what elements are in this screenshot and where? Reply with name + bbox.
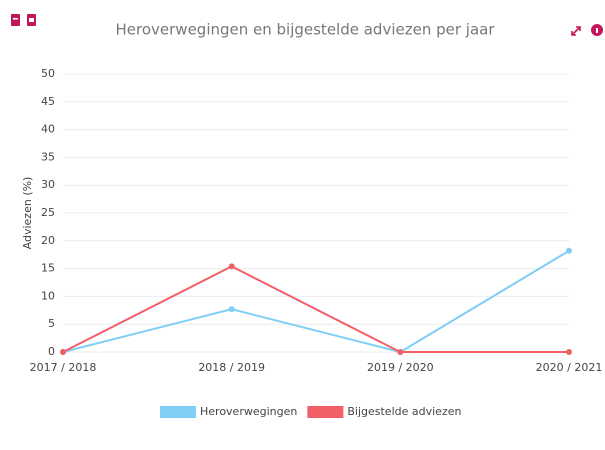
x-tick-label: 2020 / 2021 <box>536 361 603 374</box>
legend-swatch <box>160 406 196 418</box>
expand-icon[interactable] <box>571 26 581 36</box>
x-tick-label: 2018 / 2019 <box>198 361 265 374</box>
legend-swatch <box>307 406 344 418</box>
data-point <box>397 349 404 355</box>
icon-detail <box>29 18 34 22</box>
export-icon[interactable] <box>11 14 20 26</box>
data-point <box>60 349 66 355</box>
y-tick-label: 5 <box>48 317 55 330</box>
expand-arrow[interactable] <box>571 26 581 36</box>
data-point <box>566 349 572 355</box>
y-tick-label: 35 <box>41 150 55 163</box>
y-tick-label: 50 <box>41 67 55 80</box>
legend-label: Heroverwegingen <box>200 405 297 418</box>
icon-detail <box>596 28 598 33</box>
data-point <box>228 306 235 313</box>
y-axis-title: Adviezen (%) <box>21 177 34 250</box>
export-icons[interactable] <box>11 14 36 26</box>
y-tick-label: 40 <box>41 123 55 136</box>
legend-label: Bijgestelde adviezen <box>347 405 461 418</box>
y-tick-label: 45 <box>41 95 55 108</box>
data-point <box>228 263 235 270</box>
data-point <box>566 247 572 254</box>
x-tick-label: 2019 / 2020 <box>367 361 434 374</box>
y-tick-label: 25 <box>41 206 55 219</box>
y-tick-label: 0 <box>48 345 55 358</box>
chart-title: Heroverwegingen en bijgestelde adviezen … <box>116 21 496 39</box>
icon-detail <box>13 18 18 20</box>
y-tick-label: 10 <box>41 289 55 302</box>
series-line <box>62 265 569 353</box>
y-tick-label: 20 <box>41 234 55 247</box>
y-tick-label: 30 <box>41 178 55 191</box>
series-line <box>62 249 570 354</box>
y-tick-label: 15 <box>41 262 55 275</box>
x-tick-label: 2017 / 2018 <box>30 361 97 374</box>
